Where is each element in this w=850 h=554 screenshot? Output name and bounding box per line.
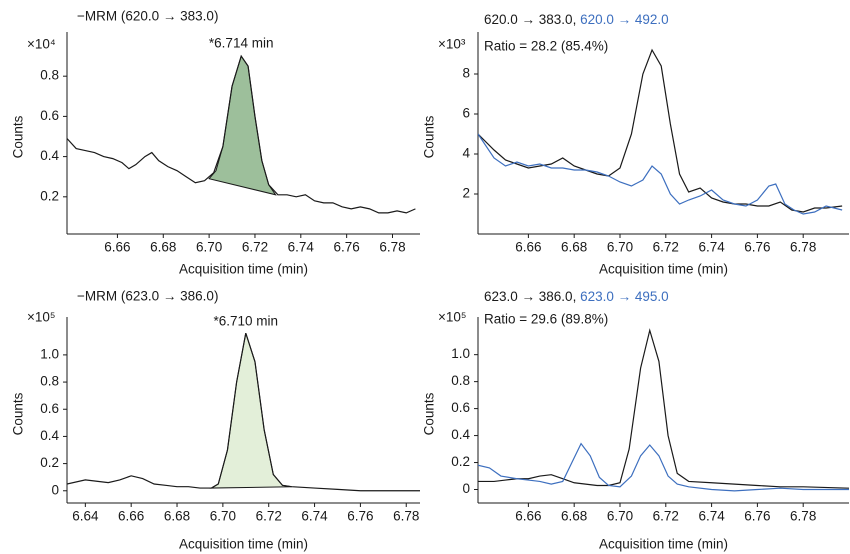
y-tick-label: 0.2 [40,188,59,203]
x-tick-label: 6.76 [334,240,360,255]
ratio-label: Ratio = 28.2 (85.4%) [484,39,608,54]
series-line [478,48,843,213]
y-axis-label: Counts [11,115,26,158]
y-multiplier: ×10⁴ [27,37,56,52]
y-tick-label: 8 [462,66,470,81]
y-tick-label: 1.0 [451,346,470,361]
legend-entry: 623.0 → 386.0, [484,289,576,304]
y-axis-label: Counts [11,392,26,435]
y-tick-label: 2 [462,186,470,201]
y-tick-label: 0 [51,482,59,497]
legend-entry: 620.0 → 492.0 [580,12,669,27]
x-tick-label: 6.66 [515,509,541,524]
x-tick-label: 6.70 [210,509,236,524]
legend-entry: 620.0 → 383.0, [484,12,576,27]
y-tick-label: 0.6 [40,108,59,123]
x-tick-label: 6.68 [561,240,587,255]
x-tick-label: 6.78 [393,509,419,524]
chart-title: −MRM (623.0 → 386.0) [77,289,218,304]
x-tick-label: 6.66 [515,240,541,255]
y-tick-label: 0.6 [451,400,470,415]
x-tick-label: 6.72 [256,509,282,524]
x-tick-label: 6.76 [744,509,770,524]
series-line [478,442,849,492]
peak-label: *6.710 min [214,314,279,329]
plot [67,332,420,492]
y-axis-label: Counts [422,115,437,158]
series-line [478,328,849,489]
x-tick-label: 6.68 [561,509,587,524]
y-tick-label: 0.6 [40,401,59,416]
x-tick-label: 6.68 [164,509,190,524]
y-axis-label: Counts [422,392,437,435]
series-line [67,332,420,492]
ratio-label: Ratio = 29.6 (89.8%) [484,312,608,327]
series-line [478,133,843,215]
x-tick-label: 6.68 [150,240,176,255]
y-tick-label: 0.8 [40,374,59,389]
plot [478,328,849,492]
y-tick-label: 4 [462,146,470,161]
x-tick-label: 6.70 [607,509,633,524]
y-multiplier: ×10⁵ [438,310,467,325]
y-tick-label: 0 [462,481,470,496]
x-tick-label: 6.76 [347,509,373,524]
x-tick-label: 6.72 [653,509,679,524]
x-tick-label: 6.78 [790,509,816,524]
legend-title: 620.0 → 383.0, 620.0 → 492.0 [484,12,669,27]
plot [67,54,416,214]
y-multiplier: ×10⁵ [27,310,56,325]
y-multiplier: ×10³ [438,37,466,52]
y-tick-label: 0.4 [451,427,470,442]
y-tick-label: 0.4 [40,148,59,163]
x-axis-label: Acquisition time (min) [179,537,308,552]
x-tick-label: 6.78 [790,240,816,255]
legend-entry: 623.0 → 495.0 [580,289,669,304]
x-tick-label: 6.74 [288,240,315,255]
x-tick-label: 6.78 [379,240,405,255]
x-axis-label: Acquisition time (min) [599,537,728,552]
x-axis-label: Acquisition time (min) [179,262,308,277]
y-tick-label: 1.0 [40,346,59,361]
x-tick-label: 6.72 [242,240,268,255]
x-tick-label: 6.72 [653,240,679,255]
x-tick-label: 6.64 [72,509,99,524]
y-tick-label: 0.2 [451,454,470,469]
peak-label: *6.714 min [209,36,274,51]
x-axis-label: Acquisition time (min) [599,262,728,277]
chart-title: −MRM (620.0 → 383.0) [77,9,218,24]
y-tick-label: 0.2 [40,455,59,470]
y-tick-label: 0.8 [451,373,470,388]
y-tick-label: 0.8 [40,68,59,83]
x-tick-label: 6.70 [607,240,633,255]
x-tick-label: 6.74 [698,509,725,524]
x-tick-label: 6.70 [196,240,222,255]
x-tick-label: 6.66 [104,240,130,255]
x-tick-label: 6.76 [744,240,770,255]
x-tick-label: 6.74 [301,509,328,524]
series-line [67,54,416,214]
y-tick-label: 6 [462,106,470,121]
plot [478,48,843,215]
x-tick-label: 6.74 [698,240,725,255]
x-tick-label: 6.66 [118,509,144,524]
y-tick-label: 0.4 [40,428,59,443]
legend-title: 623.0 → 386.0, 623.0 → 495.0 [484,289,669,304]
